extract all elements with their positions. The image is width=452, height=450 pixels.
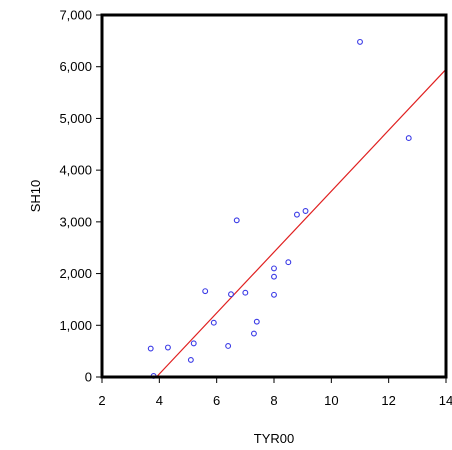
data-point — [302, 208, 309, 214]
data-point — [405, 135, 412, 142]
data-point — [190, 340, 197, 347]
data-points — [147, 38, 412, 379]
plot-frame — [100, 13, 448, 379]
data-point — [250, 330, 257, 337]
data-point — [228, 291, 234, 298]
y-axis-title: SH10 — [28, 180, 43, 213]
y-axis-ticks: 0 1,000 2,000 3,000 4,000 5,000 6,000 7,000 — [59, 8, 102, 385]
y-tick-label: 7,000 — [59, 8, 92, 23]
x-tick-label: 4 — [156, 393, 163, 408]
y-tick-label: 0 — [85, 370, 92, 385]
x-tick-label: 8 — [270, 393, 277, 408]
data-point — [271, 273, 277, 280]
data-point — [271, 265, 277, 272]
data-point — [253, 318, 260, 325]
data-point — [242, 289, 249, 296]
data-point — [293, 211, 300, 218]
data-point — [225, 343, 232, 349]
data-point — [271, 291, 277, 298]
data-point — [210, 319, 217, 326]
data-point — [202, 288, 209, 295]
y-tick-label: 6,000 — [59, 59, 92, 74]
data-point — [285, 259, 292, 266]
y-tick-label: 4,000 — [59, 163, 92, 178]
data-point — [187, 356, 194, 363]
y-tick-label: 5,000 — [59, 111, 92, 126]
x-tick-label: 14 — [439, 393, 452, 408]
y-tick-label: 2,000 — [59, 266, 92, 281]
data-point — [233, 217, 240, 224]
regression-line-group — [156, 68, 447, 378]
x-tick-label: 12 — [381, 393, 395, 408]
y-tick-label: 3,000 — [59, 214, 92, 229]
x-axis-ticks: 2 4 6 8 10 12 14 — [98, 377, 452, 408]
x-tick-label: 6 — [213, 393, 220, 408]
data-point — [357, 38, 363, 45]
x-tick-label: 2 — [98, 393, 105, 408]
regression-line — [156, 68, 447, 378]
data-point — [164, 344, 171, 351]
y-tick-label: 1,000 — [59, 318, 92, 333]
x-tick-label: 10 — [324, 393, 338, 408]
data-point — [147, 345, 154, 352]
x-axis-title: TYR00 — [254, 431, 294, 446]
